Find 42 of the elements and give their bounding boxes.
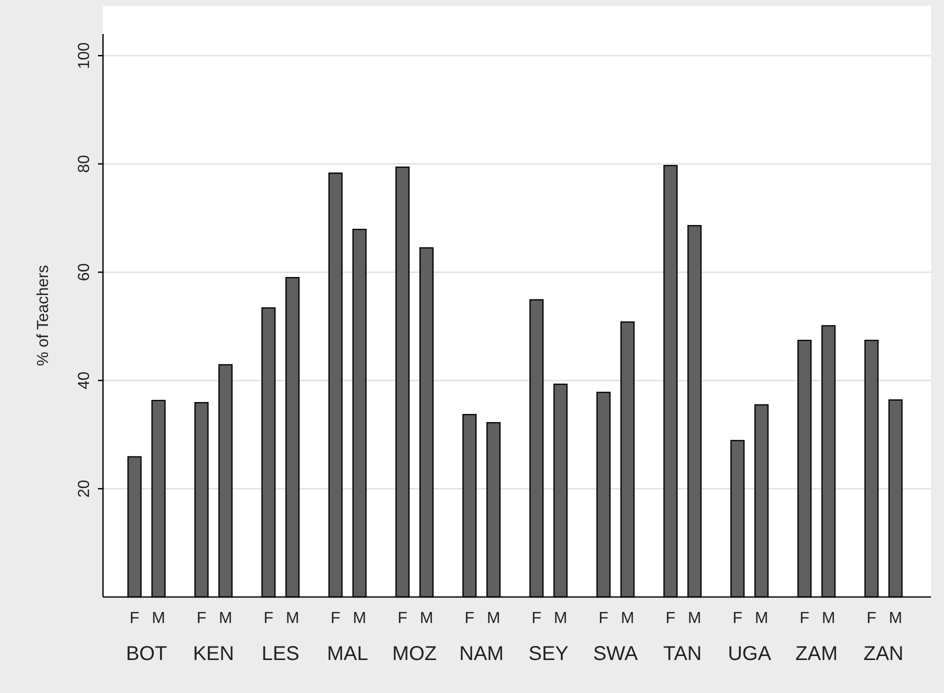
x-tick-label: ZAN — [864, 643, 904, 665]
y-axis-title: % of Teachers — [35, 264, 52, 366]
text: F — [196, 610, 206, 627]
x-tick-label: ZAM — [795, 643, 838, 665]
x-tick-label: MAL — [326, 643, 368, 665]
y-tick-label: 60 — [76, 263, 93, 282]
text: F — [464, 610, 474, 627]
y-tick-label: 80 — [76, 154, 93, 173]
text: M — [754, 610, 768, 627]
x-tick-label: LES — [262, 643, 300, 665]
y-tick-label: 20 — [76, 480, 93, 498]
text: F — [866, 610, 876, 627]
text: M — [420, 610, 434, 627]
text: M — [554, 610, 568, 627]
text: M — [688, 610, 702, 627]
text: M — [486, 610, 500, 627]
text: M — [286, 610, 300, 627]
text: F — [732, 610, 742, 627]
y-tick-label: 100 — [76, 42, 93, 70]
x-tick-label: MOZ — [392, 643, 437, 665]
x-tick-label: TAN — [663, 643, 702, 665]
text: F — [264, 610, 274, 627]
x-tick-label: NAM — [459, 643, 504, 665]
series-label: M — [152, 610, 166, 627]
text: M — [888, 610, 902, 627]
text: F — [330, 610, 340, 627]
text: M — [352, 610, 366, 627]
text: F — [666, 610, 676, 627]
text: F — [398, 610, 408, 627]
x-tick-label: UGA — [728, 643, 772, 665]
text: F — [532, 610, 542, 627]
x-tick-label: SWA — [593, 643, 639, 665]
text: F — [598, 610, 608, 627]
x-tick-label: SEY — [528, 643, 569, 665]
series-label: F — [130, 610, 140, 627]
x-tick-label: KEN — [192, 643, 234, 665]
x-tick-label: BOT — [126, 643, 168, 665]
text: M — [218, 610, 232, 627]
text: M — [822, 610, 836, 627]
text: F — [800, 610, 810, 627]
text: M — [620, 610, 634, 627]
y-tick-label: 40 — [76, 371, 93, 390]
